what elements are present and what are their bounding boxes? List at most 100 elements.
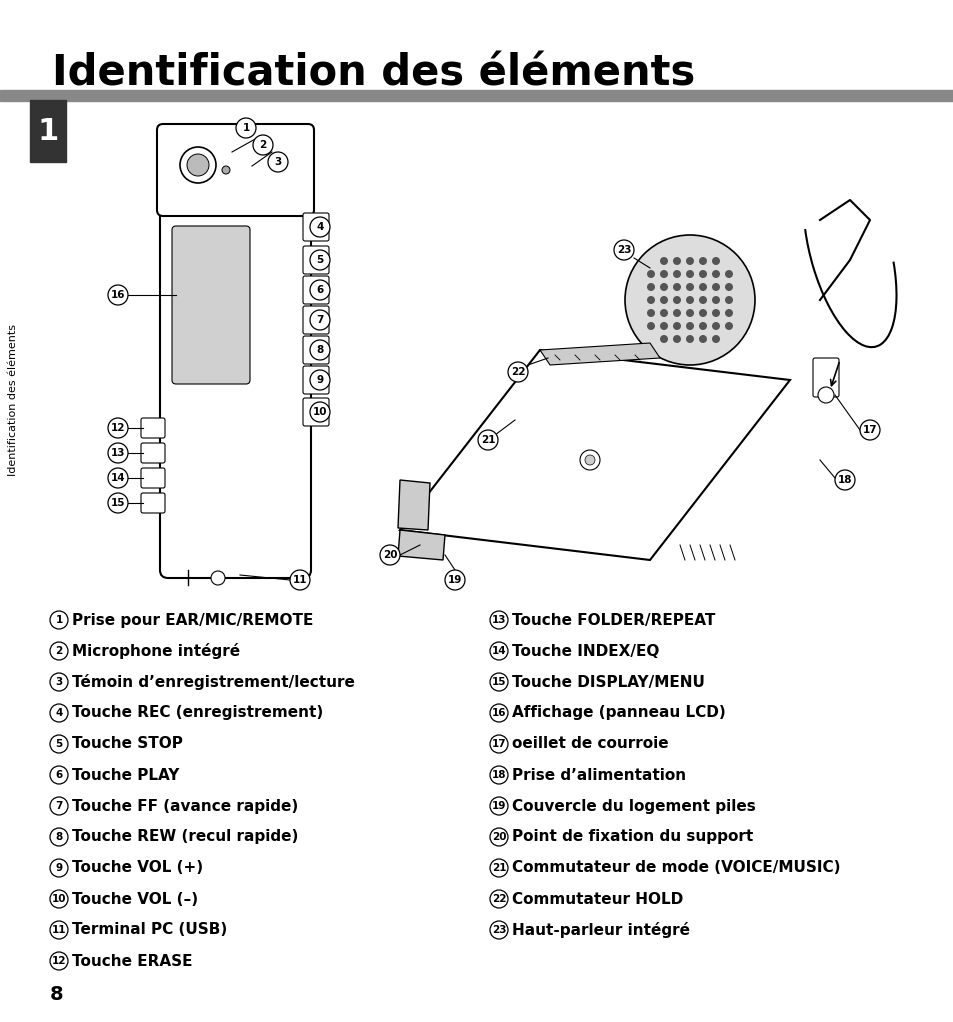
- Circle shape: [490, 860, 507, 877]
- Circle shape: [50, 953, 68, 970]
- Text: 1: 1: [37, 117, 58, 145]
- Circle shape: [711, 283, 720, 291]
- Text: Affichage (panneau LCD): Affichage (panneau LCD): [512, 705, 725, 721]
- Text: 5: 5: [55, 739, 63, 749]
- Circle shape: [699, 257, 706, 265]
- FancyBboxPatch shape: [303, 336, 329, 364]
- Circle shape: [310, 310, 330, 330]
- Circle shape: [646, 296, 655, 304]
- Circle shape: [685, 257, 693, 265]
- Text: 20: 20: [491, 832, 506, 842]
- Circle shape: [108, 443, 128, 463]
- Text: Touche REW (recul rapide): Touche REW (recul rapide): [71, 830, 298, 844]
- Text: 2: 2: [55, 646, 63, 656]
- Text: Touche FF (avance rapide): Touche FF (avance rapide): [71, 798, 298, 814]
- Text: Microphone intégré: Microphone intégré: [71, 643, 240, 659]
- Circle shape: [50, 642, 68, 660]
- Text: 13: 13: [491, 615, 506, 625]
- Text: 4: 4: [316, 222, 323, 232]
- Circle shape: [187, 154, 209, 176]
- Circle shape: [310, 250, 330, 270]
- Text: Commutateur HOLD: Commutateur HOLD: [512, 891, 682, 907]
- Circle shape: [50, 890, 68, 908]
- Text: Touche STOP: Touche STOP: [71, 737, 183, 751]
- Circle shape: [724, 309, 732, 317]
- Circle shape: [724, 296, 732, 304]
- Circle shape: [310, 370, 330, 390]
- Text: oeillet de courroie: oeillet de courroie: [512, 737, 668, 751]
- Circle shape: [310, 340, 330, 360]
- FancyBboxPatch shape: [303, 366, 329, 394]
- Text: 2: 2: [259, 140, 266, 150]
- Polygon shape: [397, 530, 444, 560]
- Circle shape: [579, 450, 599, 470]
- Circle shape: [50, 673, 68, 691]
- Circle shape: [646, 270, 655, 278]
- Circle shape: [624, 235, 754, 365]
- Text: 14: 14: [491, 646, 506, 656]
- Circle shape: [834, 470, 854, 490]
- Bar: [30, 100, 66, 162]
- Text: 1: 1: [242, 123, 250, 133]
- FancyBboxPatch shape: [303, 306, 329, 334]
- Text: Prise pour EAR/MIC/REMOTE: Prise pour EAR/MIC/REMOTE: [71, 612, 313, 628]
- Text: Haut-parleur intégré: Haut-parleur intégré: [512, 922, 689, 938]
- Text: Couvercle du logement piles: Couvercle du logement piles: [512, 798, 755, 814]
- FancyBboxPatch shape: [303, 398, 329, 426]
- Circle shape: [490, 890, 507, 908]
- Text: Touche PLAY: Touche PLAY: [71, 768, 179, 783]
- Text: 3: 3: [274, 157, 281, 167]
- Text: Touche INDEX/EQ: Touche INDEX/EQ: [512, 644, 659, 658]
- Circle shape: [685, 309, 693, 317]
- Circle shape: [50, 766, 68, 784]
- Text: 10: 10: [313, 407, 327, 417]
- Circle shape: [659, 270, 667, 278]
- Circle shape: [50, 860, 68, 877]
- FancyBboxPatch shape: [141, 493, 165, 513]
- Circle shape: [672, 335, 680, 343]
- Circle shape: [711, 335, 720, 343]
- Circle shape: [685, 270, 693, 278]
- Text: Identification des éléments: Identification des éléments: [8, 324, 18, 476]
- Circle shape: [685, 322, 693, 330]
- Text: Touche VOL (–): Touche VOL (–): [71, 891, 198, 907]
- Text: 16: 16: [111, 290, 125, 300]
- Circle shape: [724, 283, 732, 291]
- Text: 7: 7: [55, 801, 63, 811]
- Circle shape: [711, 257, 720, 265]
- Text: 9: 9: [55, 863, 63, 873]
- Text: Touche ERASE: Touche ERASE: [71, 954, 193, 969]
- Text: 23: 23: [616, 245, 631, 256]
- Text: 23: 23: [491, 925, 506, 935]
- Text: 1: 1: [55, 615, 63, 625]
- Circle shape: [490, 611, 507, 629]
- Circle shape: [724, 322, 732, 330]
- Circle shape: [685, 283, 693, 291]
- Circle shape: [108, 493, 128, 513]
- Circle shape: [699, 270, 706, 278]
- Text: Touche REC (enregistrement): Touche REC (enregistrement): [71, 705, 323, 721]
- Text: 16: 16: [491, 708, 506, 718]
- Circle shape: [817, 387, 833, 403]
- Text: Touche DISPLAY/MENU: Touche DISPLAY/MENU: [512, 675, 704, 690]
- Text: 5: 5: [316, 256, 323, 265]
- FancyBboxPatch shape: [303, 276, 329, 304]
- Text: 19: 19: [492, 801, 506, 811]
- Circle shape: [659, 335, 667, 343]
- Text: 7: 7: [316, 315, 323, 325]
- Circle shape: [290, 570, 310, 590]
- Text: 12: 12: [111, 423, 125, 433]
- Polygon shape: [539, 343, 659, 365]
- Circle shape: [711, 322, 720, 330]
- Circle shape: [477, 430, 497, 450]
- Text: 22: 22: [491, 894, 506, 904]
- Text: 21: 21: [491, 863, 506, 873]
- FancyBboxPatch shape: [157, 124, 314, 216]
- Circle shape: [659, 322, 667, 330]
- Text: Commutateur de mode (VOICE/MUSIC): Commutateur de mode (VOICE/MUSIC): [512, 861, 840, 876]
- Text: 15: 15: [111, 498, 125, 508]
- Circle shape: [685, 296, 693, 304]
- Circle shape: [699, 309, 706, 317]
- Text: 11: 11: [293, 575, 307, 585]
- FancyBboxPatch shape: [812, 358, 838, 397]
